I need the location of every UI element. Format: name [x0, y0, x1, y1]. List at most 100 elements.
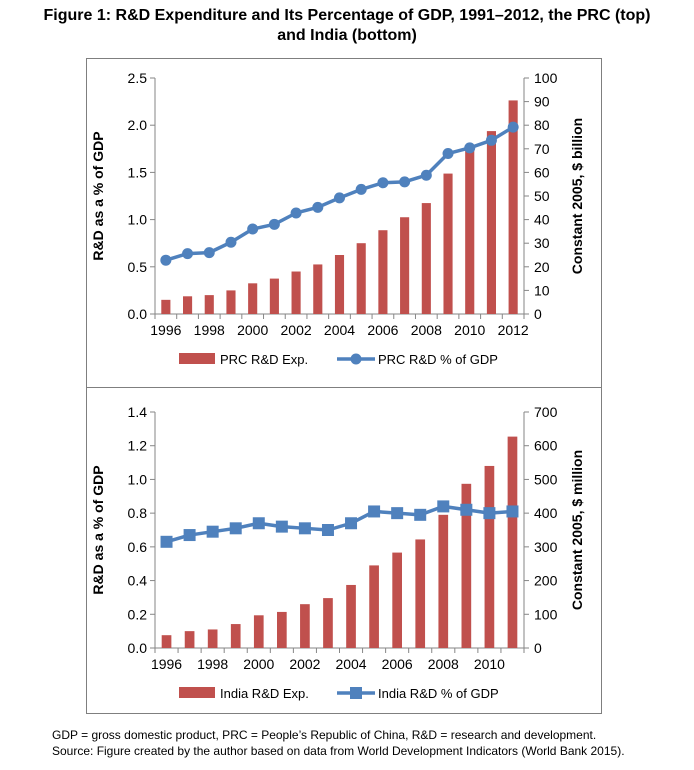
figure-title-line2: and India (bottom) [277, 27, 417, 44]
india-point-2007 [414, 508, 427, 521]
india-line-series [166, 504, 513, 544]
india-left-tick-label: 0.4 [128, 573, 148, 589]
india-right-tick-label: 600 [534, 438, 558, 454]
india-chart-panel: 0.0 0.2 0.4 0.6 0.8 1.0 1.2 1.4 0 100 200 300 400 500… [86, 387, 602, 714]
prc-point-2002 [290, 207, 302, 219]
india-left-tick-label: 0.2 [128, 606, 148, 622]
india-bar-2003 [323, 598, 333, 648]
prc-bar-2012 [508, 100, 518, 314]
india-left-tick-label: 1.0 [128, 471, 148, 487]
prc-point-2010 [464, 142, 476, 154]
prc-bar-2011 [486, 131, 496, 314]
india-left-tick-label: 0.0 [128, 640, 148, 656]
prc-bar-2008 [421, 203, 431, 314]
prc-point-2003 [312, 201, 324, 213]
india-legend-bar-label: India R&D Exp. [220, 686, 309, 701]
india-right-tick-label: 0 [534, 640, 542, 656]
india-bar-1998 [207, 629, 218, 648]
prc-right-tick-label: 30 [534, 235, 550, 251]
india-left-tick-label: 0.8 [128, 505, 148, 521]
prc-bar-2003 [313, 264, 323, 314]
india-point-2008 [437, 500, 450, 513]
prc-left-tick-label: 1.0 [128, 212, 148, 228]
prc-bar-2005 [356, 243, 366, 314]
prc-x-tick-label: 2006 [367, 322, 398, 338]
india-point-1999 [229, 522, 242, 535]
india-legend-line-label: India R&D % of GDP [378, 686, 499, 701]
prc-right-tick-label: 70 [534, 141, 550, 157]
prc-point-2011 [485, 134, 497, 146]
india-right-tick-label: 200 [534, 573, 558, 589]
india-point-1996 [160, 535, 173, 548]
india-bar-2006 [392, 552, 402, 648]
prc-legend-bar-swatch [179, 353, 215, 364]
india-bar-2007 [415, 539, 426, 648]
india-legend-marker [350, 687, 362, 699]
prc-point-2012 [507, 121, 519, 133]
india-right-tick-label: 100 [534, 606, 558, 622]
prc-bar-1998 [204, 295, 214, 314]
prc-point-1996 [160, 254, 172, 266]
india-bar-1996 [161, 635, 172, 648]
india-left-axis-title: R&D as a % of GDP [90, 465, 106, 594]
india-point-2009 [460, 503, 473, 516]
india-x-tick-label: 2008 [428, 656, 459, 672]
prc-right-tick-label: 50 [534, 188, 550, 204]
prc-point-2004 [334, 192, 345, 204]
prc-left-tick-label: 2.0 [128, 117, 148, 133]
india-left-tick-label: 0.6 [128, 539, 148, 555]
india-right-tick-label: 300 [534, 539, 558, 555]
india-point-2005 [368, 505, 381, 518]
india-x-tick-label: 2004 [335, 656, 366, 672]
prc-point-2005 [355, 183, 367, 195]
india-x-tick-label: 1998 [197, 656, 228, 672]
prc-right-tick-label: 20 [534, 259, 550, 275]
prc-chart-panel: 0.0 0.5 1.0 1.5 2.0 2.5 0 10 20 30 40 50 60 70 80 90 100… [86, 58, 602, 388]
prc-point-1999 [225, 236, 237, 248]
prc-point-1998 [203, 247, 215, 259]
prc-bar-2002 [291, 271, 301, 314]
prc-left-tick-label: 2.5 [128, 70, 148, 86]
india-x-tick-label: 2002 [289, 656, 320, 672]
india-legend-bar-swatch [179, 687, 215, 698]
prc-point-2008 [420, 169, 432, 181]
prc-bar-2006 [378, 230, 388, 314]
prc-right-tick-label: 10 [534, 282, 550, 298]
india-x-tick-label: 2000 [243, 656, 274, 672]
india-bar-2011 [507, 436, 518, 648]
prc-x-tick-label: 2000 [237, 322, 268, 338]
prc-point-2000 [247, 223, 259, 235]
prc-x-tick-label: 2004 [324, 322, 355, 338]
prc-legend-bar-label: PRC R&D Exp. [220, 352, 308, 367]
india-bar-2000 [253, 615, 264, 648]
india-right-tick-label: 700 [534, 404, 558, 420]
prc-right-tick-label: 80 [534, 117, 550, 133]
prc-x-tick-label: 2010 [454, 322, 485, 338]
india-right-tick-label: 500 [534, 471, 558, 487]
prc-point-2009 [442, 148, 454, 160]
india-point-2010 [483, 507, 496, 520]
prc-point-2001 [268, 218, 280, 230]
prc-left-tick-label: 1.5 [128, 164, 148, 180]
india-point-1998 [206, 525, 219, 538]
india-left-tick-label: 1.2 [128, 438, 148, 454]
india-chart-svg: 0.0 0.2 0.4 0.6 0.8 1.0 1.2 1.4 0 100 200 300 400 500… [90, 404, 585, 701]
footnote-source: Source: Figure created by the author bas… [52, 744, 625, 758]
prc-point-1997 [182, 248, 194, 260]
figure-title-line1: Figure 1: R&D Expenditure and Its Percen… [43, 7, 651, 24]
prc-right-axis-title: Constant 2005, $ billion [569, 118, 585, 274]
prc-left-axis-title: R&D as a % of GDP [90, 131, 106, 260]
figure-title: Figure 1: R&D Expenditure and Its Percen… [0, 6, 694, 46]
india-point-1997 [183, 529, 196, 542]
prc-point-2007 [399, 176, 411, 188]
prc-x-tick-label: 2002 [281, 322, 312, 338]
footnote-abbreviations: GDP = gross domestic product, PRC = Peop… [52, 728, 597, 742]
india-point-2004 [345, 517, 358, 530]
prc-point-2006 [377, 177, 389, 189]
india-bar-1997 [184, 631, 195, 648]
prc-x-tick-label: 1996 [150, 322, 181, 338]
prc-bar-2004 [334, 255, 345, 314]
india-right-tick-label: 400 [534, 505, 558, 521]
india-bar-2002 [300, 604, 310, 648]
india-bar-1999 [230, 624, 241, 648]
